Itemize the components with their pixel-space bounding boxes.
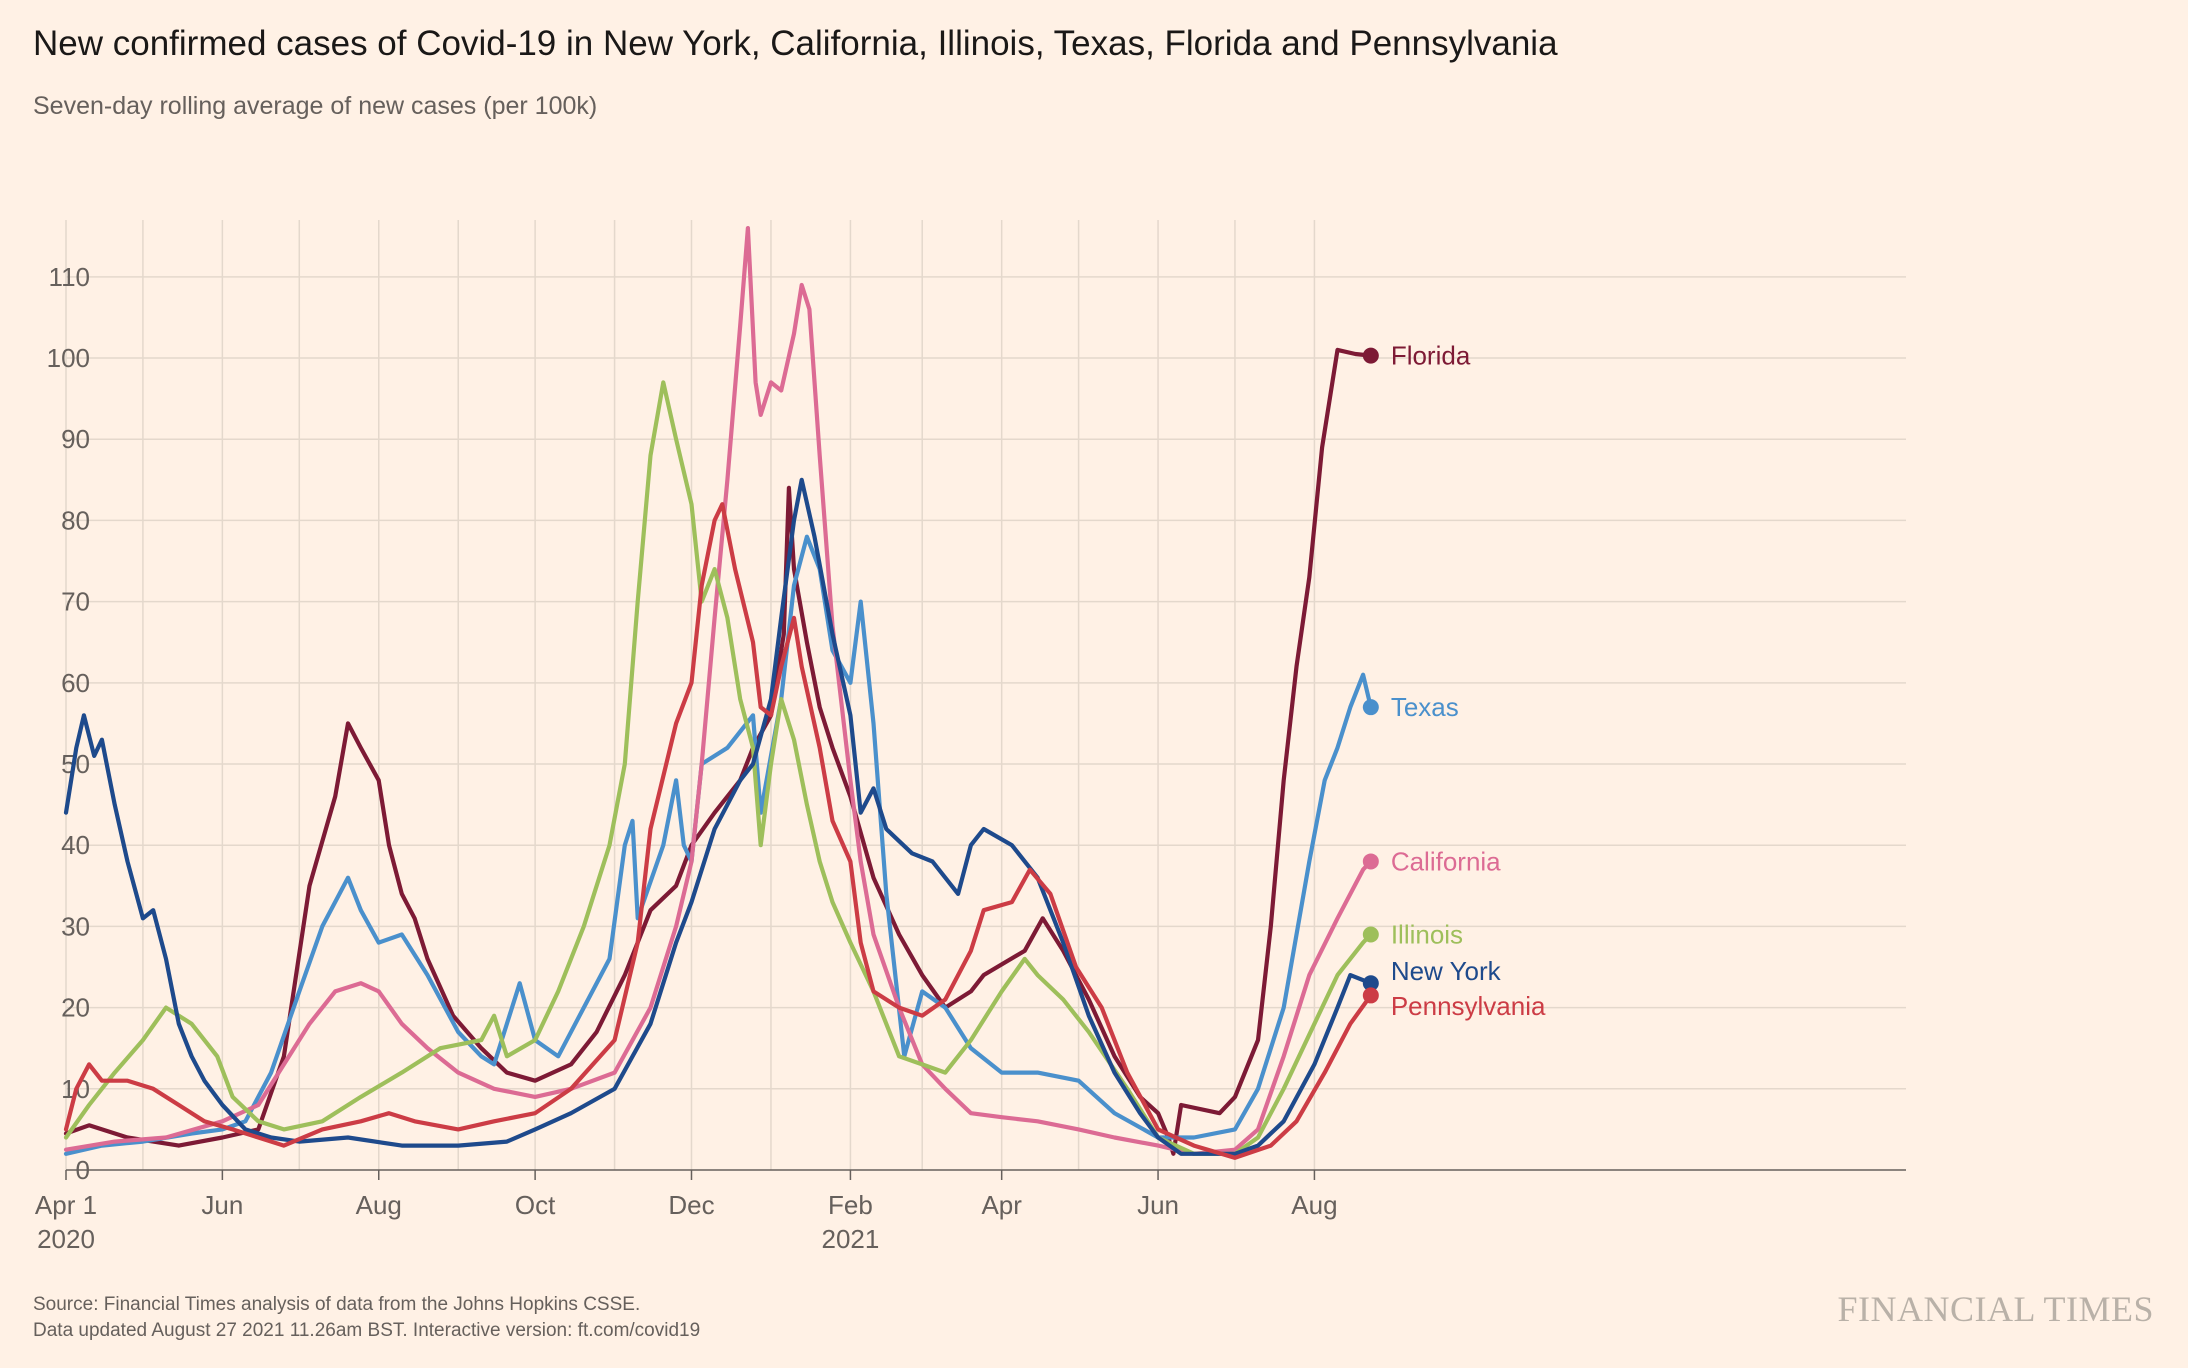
ft-logo: FINANCIAL TIMES <box>1837 1289 2154 1329</box>
line-end-legend: Florida Texas California Illinois New York Pe… <box>1362 341 1546 1021</box>
end-dot-new-york <box>1362 975 1379 992</box>
end-dot-texas <box>1362 699 1379 716</box>
x-tick-label: Aug <box>1291 1190 1337 1220</box>
x-tick-label: Jun <box>1137 1190 1179 1220</box>
legend-label-pennsylvania: Pennsylvania <box>1391 991 1546 1021</box>
x-tick-label: Apr 1 <box>35 1190 97 1220</box>
chart-subtitle: Seven-day rolling average of new cases (… <box>33 92 598 120</box>
x-tick-year-label: 2020 <box>37 1224 95 1254</box>
y-tick-label: 20 <box>61 993 90 1023</box>
y-tick-label: 100 <box>47 343 90 373</box>
x-tick-label: Apr <box>981 1190 1022 1220</box>
legend-label-florida: Florida <box>1391 341 1471 371</box>
legend-label-new-york: New York <box>1391 956 1502 986</box>
end-dot-california <box>1362 853 1379 870</box>
x-tick-label: Feb <box>828 1190 873 1220</box>
legend-label-texas: Texas <box>1391 692 1459 722</box>
chart-title: New confirmed cases of Covid-19 in New Y… <box>33 24 1558 63</box>
legend-label-california: California <box>1391 846 1501 876</box>
grid <box>65 220 1906 1171</box>
y-tick-label: 0 <box>76 1155 90 1185</box>
x-tick-year-label: 2021 <box>822 1224 880 1254</box>
source-note: Source: Financial Times analysis of data… <box>33 1292 700 1344</box>
legend-label-illinois: Illinois <box>1391 920 1463 950</box>
y-tick-label: 60 <box>61 668 90 698</box>
series-line-illinois <box>63 380 1373 1156</box>
y-tick-label: 70 <box>61 587 90 617</box>
data-updated-line: Data updated August 27 2021 11.26am BST.… <box>33 1320 701 1341</box>
end-dot-illinois <box>1362 926 1379 943</box>
y-tick-label: 80 <box>61 505 90 535</box>
series-line-new-york <box>63 477 1373 1156</box>
y-tick-label: 40 <box>61 830 90 860</box>
x-axis-ticks: Apr 1 2020 Jun Aug Oct Dec Feb 2021 Apr Jun Aug <box>35 1170 1338 1254</box>
x-tick-label: Oct <box>515 1190 556 1220</box>
y-tick-label: 30 <box>61 911 90 941</box>
end-dot-pennsylvania <box>1362 987 1379 1004</box>
series-line-texas <box>63 534 1373 1156</box>
source-line: Source: Financial Times analysis of data… <box>33 1294 641 1315</box>
end-dot-florida <box>1362 347 1379 364</box>
y-tick-label: 90 <box>61 424 90 454</box>
x-tick-label: Aug <box>356 1190 402 1220</box>
x-tick-label: Dec <box>668 1190 714 1220</box>
y-tick-label: 110 <box>49 262 90 292</box>
series-line-california <box>63 226 1373 1156</box>
x-tick-label: Jun <box>201 1190 243 1220</box>
series-lines <box>63 226 1373 1160</box>
series-line-pennsylvania <box>63 502 1373 1160</box>
